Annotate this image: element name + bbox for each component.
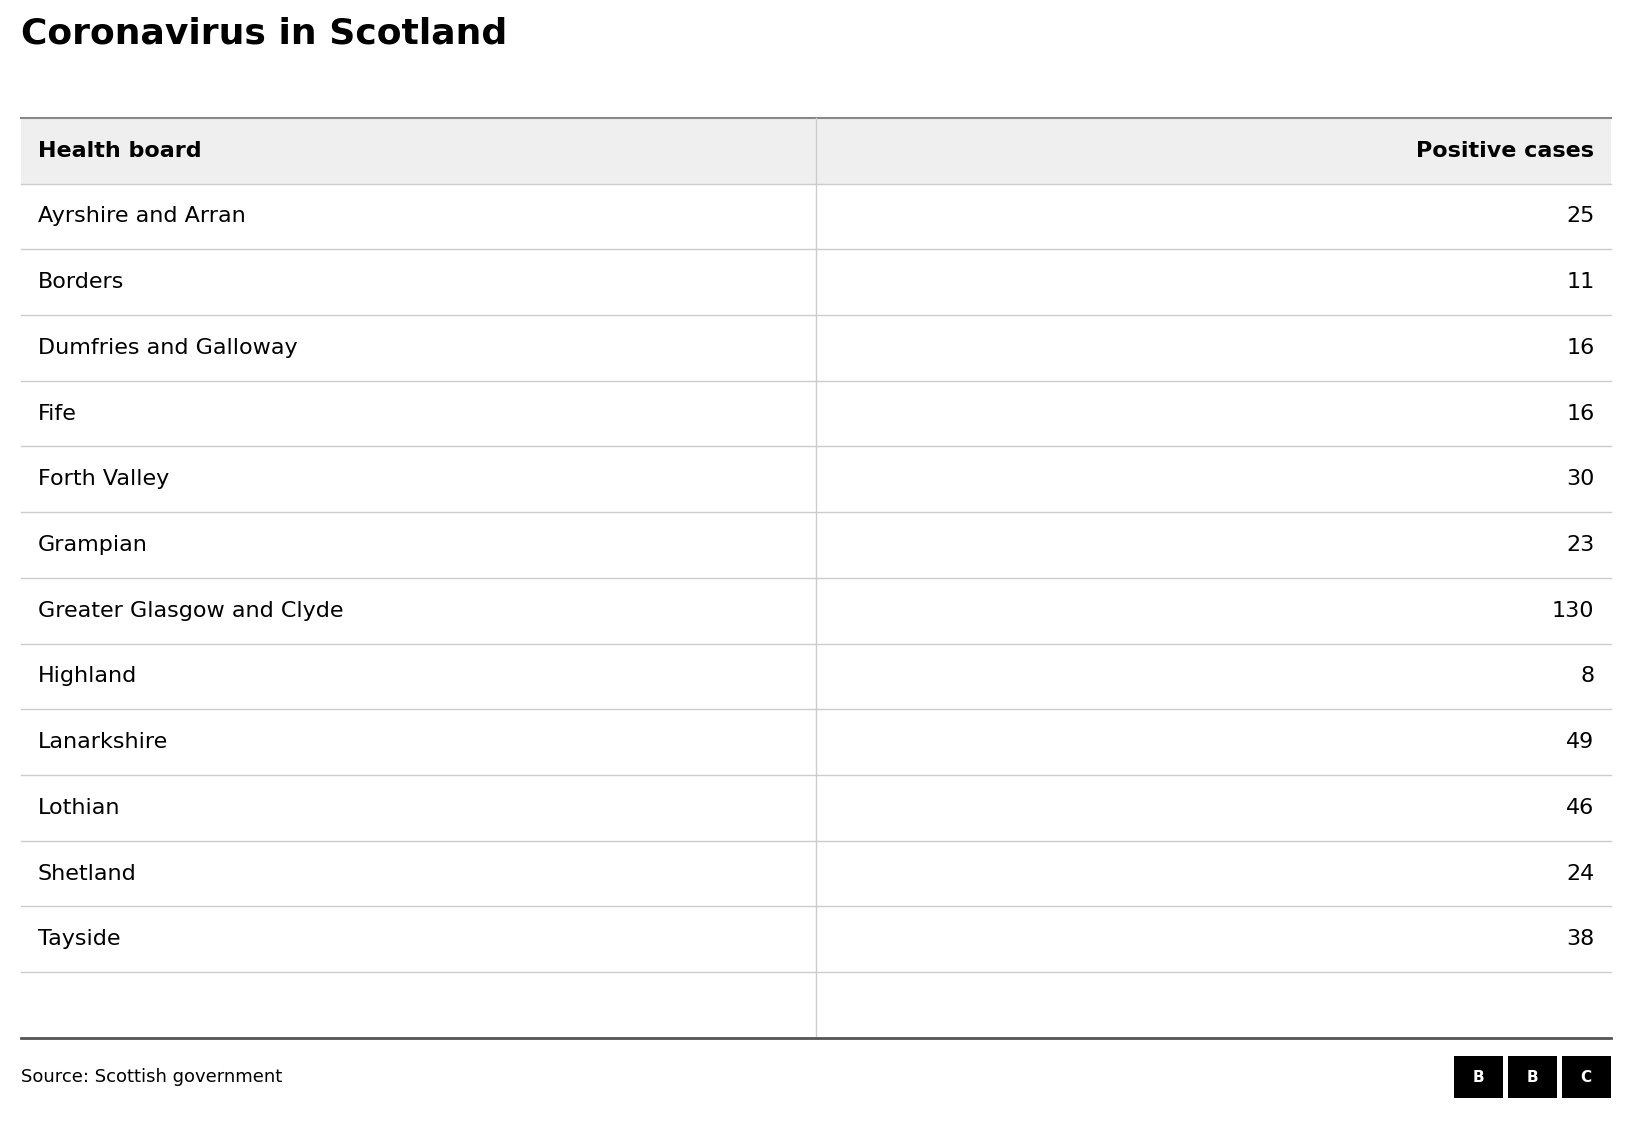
Text: Ayrshire and Arran: Ayrshire and Arran: [38, 206, 245, 227]
Text: Health board: Health board: [38, 140, 201, 160]
Text: 130: 130: [1552, 600, 1594, 620]
Text: Source: Scottish government: Source: Scottish government: [21, 1068, 282, 1086]
Text: B: B: [1526, 1069, 1539, 1085]
Bar: [1454, 1056, 1503, 1098]
Text: Coronavirus in Scotland: Coronavirus in Scotland: [21, 17, 508, 50]
Text: Grampian: Grampian: [38, 535, 147, 555]
Text: 46: 46: [1567, 798, 1594, 818]
Text: 38: 38: [1567, 929, 1594, 949]
Text: 23: 23: [1567, 535, 1594, 555]
Text: Shetland: Shetland: [38, 864, 137, 883]
Text: B: B: [1472, 1069, 1485, 1085]
Text: 24: 24: [1567, 864, 1594, 883]
Text: 49: 49: [1567, 733, 1594, 752]
Bar: [1562, 1056, 1611, 1098]
Text: 11: 11: [1567, 273, 1594, 292]
Text: 30: 30: [1567, 469, 1594, 489]
Bar: [1508, 1056, 1557, 1098]
Text: 25: 25: [1567, 206, 1594, 227]
Text: Lothian: Lothian: [38, 798, 121, 818]
Text: 8: 8: [1580, 666, 1594, 687]
Text: 16: 16: [1567, 404, 1594, 423]
Text: Dumfries and Galloway: Dumfries and Galloway: [38, 338, 297, 358]
Text: Positive cases: Positive cases: [1417, 140, 1594, 160]
Text: C: C: [1581, 1069, 1591, 1085]
Text: 16: 16: [1567, 338, 1594, 358]
Text: Borders: Borders: [38, 273, 124, 292]
Text: Highland: Highland: [38, 666, 137, 687]
Text: Lanarkshire: Lanarkshire: [38, 733, 168, 752]
Text: Greater Glasgow and Clyde: Greater Glasgow and Clyde: [38, 600, 343, 620]
Text: Forth Valley: Forth Valley: [38, 469, 168, 489]
Text: Tayside: Tayside: [38, 929, 121, 949]
Bar: [21, 118, 1611, 184]
Text: Fife: Fife: [38, 404, 77, 423]
